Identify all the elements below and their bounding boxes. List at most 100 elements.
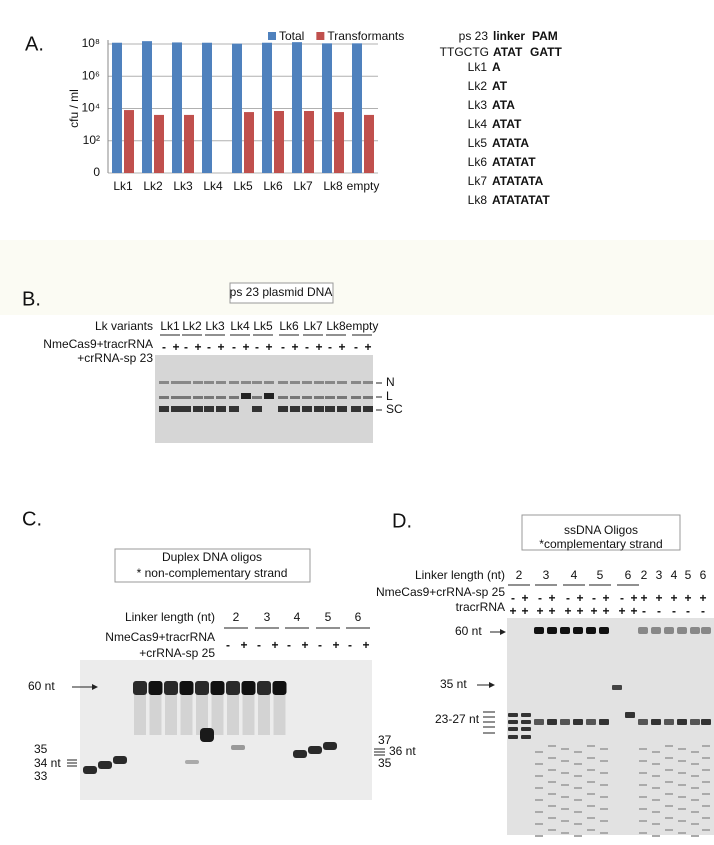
gel-ladder [548,817,556,819]
legend-label: Total [279,29,304,43]
length-label: 2 [233,610,240,624]
gel-band [701,719,711,725]
gel-band [257,681,271,695]
seq-row-linker: ATA [492,98,515,112]
gel-ladder [574,775,582,777]
size-marker: 37 [378,733,392,747]
row-label: NmeCas9+crRNA-sp 25 [376,585,505,599]
gel-ladder [548,769,556,771]
size-marker: 33 [34,769,48,783]
gel-band [612,685,622,690]
length-label: 6 [700,568,707,582]
gel-band [521,735,531,739]
row-label: NmeCas9+tracrRNA [105,630,215,644]
gel-ladder [639,820,647,822]
length-label: 4 [571,568,578,582]
gel-ladder [574,763,582,765]
lane-label: Lk8 [326,319,346,333]
gel-band [599,627,609,634]
gel-band [185,760,199,764]
gel-band [337,406,347,412]
panel-b-background [0,240,714,315]
gel-ladder [665,757,673,759]
gel-ladder [535,823,543,825]
length-label: 3 [656,568,663,582]
gel-band [337,396,347,399]
seq-row-linker: ATATATA [492,174,544,188]
gel-ladder [652,787,660,789]
gel-band [323,742,337,750]
panel-label: A. [25,33,44,55]
gel-band [547,627,557,634]
gel-ladder [535,811,543,813]
gel-ladder [639,760,647,762]
seq-row-linker: ATATATAT [492,193,550,207]
sign: - [354,340,358,354]
seq-row-linker: ATAT [492,117,522,131]
gel-band [521,727,531,731]
gel-smear [180,695,193,735]
gel-ladder [702,793,710,795]
gel-smear [242,695,255,735]
gel-band [98,761,112,769]
gel-ladder [600,832,608,834]
gel-ladder [587,817,595,819]
gel-band [195,681,209,695]
box-line: *complementary strand [539,537,662,551]
gel-band [677,719,687,725]
gel-ladder [691,775,699,777]
y-tick-label: 10⁴ [81,101,100,115]
gel-ladder [702,781,710,783]
bar [364,114,374,173]
bar [232,43,242,173]
gel-band [638,627,648,634]
band-label: N [386,375,395,389]
row-label: NmeCas9+tracrRNA [43,337,153,351]
gel-ladder [652,811,660,813]
gel-band [521,713,531,717]
size-marker: 34 nt [34,756,61,770]
sign: + [630,591,637,605]
sign: - [328,340,332,354]
size-marker: 60 nt [455,624,482,638]
x-tick-label: Lk4 [203,179,223,193]
lane-label: empty [346,319,379,333]
bar [184,114,194,173]
gel-ladder [702,829,710,831]
box-line: Duplex DNA oligos [162,550,262,564]
gel-band [337,381,347,384]
gel-smear [227,695,239,735]
gel-band [638,719,648,725]
seq-row-name: Lk2 [468,79,488,93]
gel-ladder [561,748,569,750]
sign: + [271,638,278,652]
gel-band [204,381,214,384]
arrow-head [500,629,506,635]
seq-ref-pam: GATT [530,45,562,59]
gel-band [226,681,240,695]
bar [202,42,212,173]
gel-band [314,381,324,384]
box-line: ssDNA Oligos [564,523,638,537]
gel-ladder [535,835,543,837]
seq-row-name: Lk5 [468,136,488,150]
y-tick-label: 10² [83,133,100,147]
gel-band [133,681,147,695]
gel-ladder [548,805,556,807]
x-tick-label: Lk5 [233,179,253,193]
gel-ladder [574,799,582,801]
panel-b-box [229,282,334,304]
gel-band [351,396,361,399]
bar [142,41,152,174]
sign: - [657,604,661,618]
length-label: 6 [625,568,632,582]
sign: - [232,340,236,354]
band-label: L [386,389,393,403]
gel-ladder [600,808,608,810]
gel-band [508,720,518,724]
sign: - [620,591,624,605]
gel-ladder [561,760,569,762]
gel-band [651,719,661,725]
gel-ladder [639,748,647,750]
